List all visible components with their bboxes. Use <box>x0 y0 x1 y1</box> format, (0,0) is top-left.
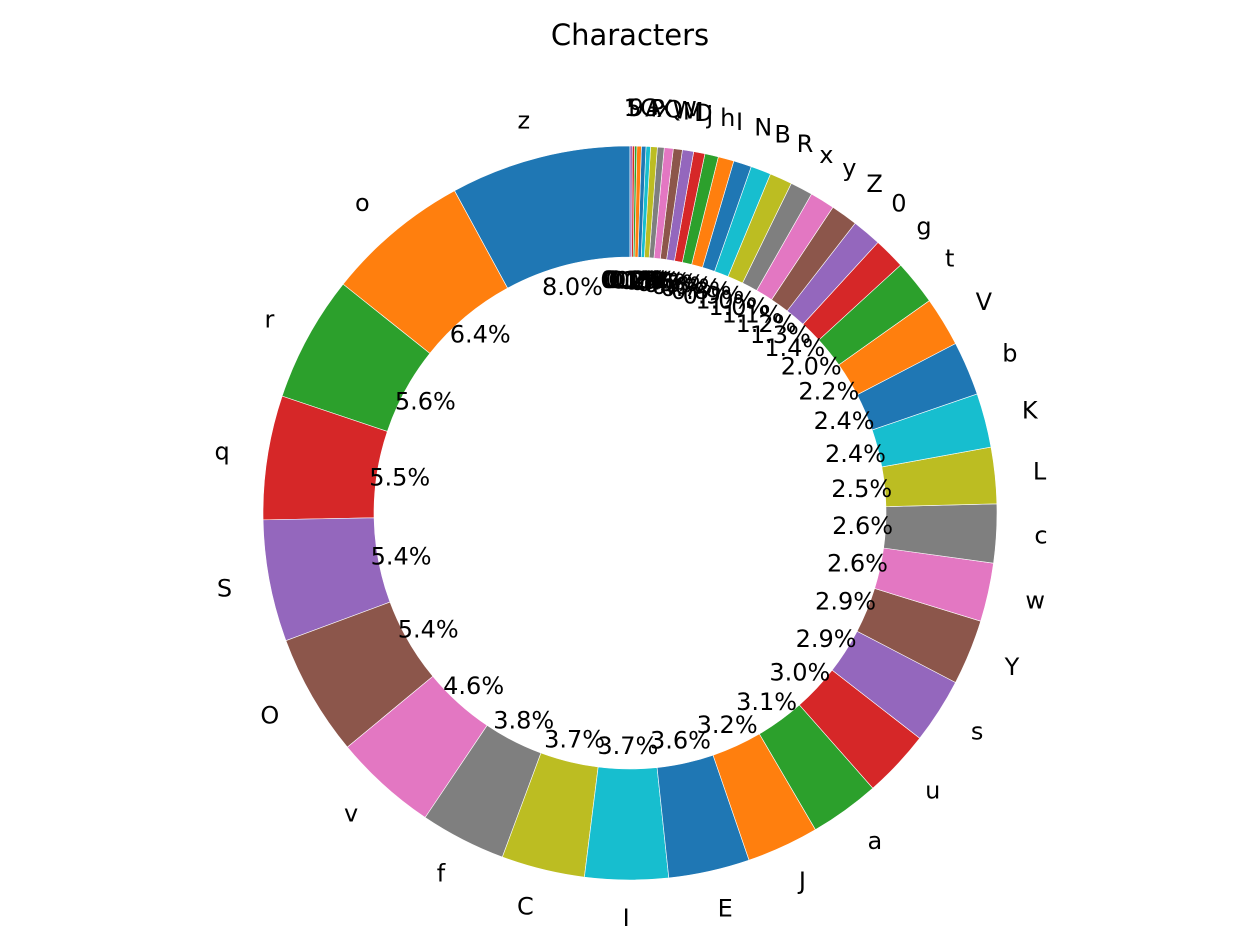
percent-label: 0.3% <box>615 266 676 294</box>
category-label: J <box>797 867 806 895</box>
percent-label: 3.2% <box>697 711 758 739</box>
category-label: S <box>217 574 232 602</box>
percent-label: 3.0% <box>769 659 830 687</box>
percent-label: 0.8% <box>671 277 732 305</box>
category-label: a <box>867 827 882 855</box>
percent-label: 1.3% <box>750 321 811 349</box>
category-label: x <box>819 141 833 169</box>
percent-label: 0.1% <box>602 266 663 294</box>
category-label: v <box>344 799 358 827</box>
slice-1 <box>629 145 633 258</box>
percent-label: 5.4% <box>371 542 432 570</box>
percent-label: 0.4% <box>630 268 691 296</box>
category-label: b <box>1002 339 1017 367</box>
percent-label: 2.4% <box>825 440 886 468</box>
percent-label: 2.9% <box>796 625 857 653</box>
percent-label: 0.5% <box>636 269 697 297</box>
category-label: 9 <box>629 94 644 122</box>
category-label: N <box>754 114 772 142</box>
percent-label: 2.6% <box>827 549 888 577</box>
percent-label: 3.8% <box>493 706 554 734</box>
category-label: I <box>736 108 743 136</box>
category-label: o <box>355 189 370 217</box>
percent-label: 2.0% <box>781 353 842 381</box>
percent-label: 1.2% <box>736 310 797 338</box>
percent-label: 3.1% <box>736 688 797 716</box>
category-label: 5 <box>626 94 641 122</box>
category-label: Y <box>1004 653 1020 681</box>
category-label: D <box>694 99 712 127</box>
percent-label: 3.7% <box>544 725 605 753</box>
category-label: z <box>517 107 530 135</box>
category-label: y <box>842 154 856 182</box>
category-label: Z <box>866 170 882 198</box>
category-label: r <box>264 305 274 333</box>
percent-labels-group: 8.0%6.4%5.6%5.5%5.4%5.4%4.6%3.8%3.7%3.7%… <box>369 266 893 760</box>
percent-label: 0.6% <box>651 272 712 300</box>
percent-label: 1.0% <box>708 293 769 321</box>
percent-label: 2.4% <box>814 407 875 435</box>
category-label: q <box>214 437 229 465</box>
percent-label: 2.5% <box>831 475 892 503</box>
category-label: X <box>656 95 672 123</box>
category-label: u <box>925 776 940 804</box>
percent-label: 4.6% <box>443 672 504 700</box>
percent-label: 0.3% <box>619 267 680 295</box>
category-label: f <box>437 859 446 887</box>
percent-label: 5.5% <box>369 464 430 492</box>
percent-label: 3.6% <box>650 726 711 754</box>
percent-label: 0.7% <box>661 274 722 302</box>
category-label: K <box>1022 397 1039 425</box>
percent-label: 5.4% <box>398 616 459 644</box>
percent-label: 2.9% <box>815 587 876 615</box>
category-label: M <box>683 97 704 125</box>
category-label: Q <box>664 95 683 123</box>
percent-label: 6.4% <box>450 321 511 349</box>
percent-label: 0.2% <box>608 266 669 294</box>
category-label: W <box>673 96 697 124</box>
category-label: 1 <box>624 94 639 122</box>
percent-label: 1.1% <box>722 301 783 329</box>
slice-I <box>584 766 670 881</box>
slices-group <box>262 145 998 881</box>
percent-label: 0.9% <box>683 281 744 309</box>
category-label: O <box>260 702 279 730</box>
category-label: t <box>945 245 954 273</box>
percent-label: 0.1% <box>600 266 661 294</box>
percent-label: 5.6% <box>395 388 456 416</box>
category-label: h <box>720 104 735 132</box>
category-label: 0 <box>891 190 906 218</box>
category-label: E <box>718 894 733 922</box>
category-label: A <box>645 94 662 122</box>
percent-label: 1.0% <box>695 287 756 315</box>
category-label: w <box>1025 587 1045 615</box>
category-label: R <box>797 130 814 158</box>
category-label: C <box>517 892 534 920</box>
category-label: s <box>971 718 984 746</box>
percent-label: 3.7% <box>597 732 658 760</box>
percent-label: 0.1% <box>603 266 664 294</box>
percent-label: 0.5% <box>644 270 705 298</box>
percent-label: 2.6% <box>832 512 893 540</box>
chart-title: Characters <box>551 18 709 52</box>
percent-label: 0.2% <box>611 266 672 294</box>
category-label: B <box>774 121 790 149</box>
category-label: L <box>1033 457 1047 485</box>
category-label: I <box>623 904 630 932</box>
percent-label: 0.2% <box>605 266 666 294</box>
percent-label: 8.0% <box>542 273 603 301</box>
percent-label: 1.4% <box>764 334 825 362</box>
category-label: P <box>650 95 664 123</box>
percent-label: 2.2% <box>798 378 859 406</box>
category-label: c <box>1034 522 1047 550</box>
category-label: G <box>640 94 659 122</box>
category-label: V <box>976 288 993 316</box>
category-label: j <box>706 101 714 129</box>
percent-label: 0.4% <box>624 267 685 295</box>
category-label: g <box>916 213 931 241</box>
